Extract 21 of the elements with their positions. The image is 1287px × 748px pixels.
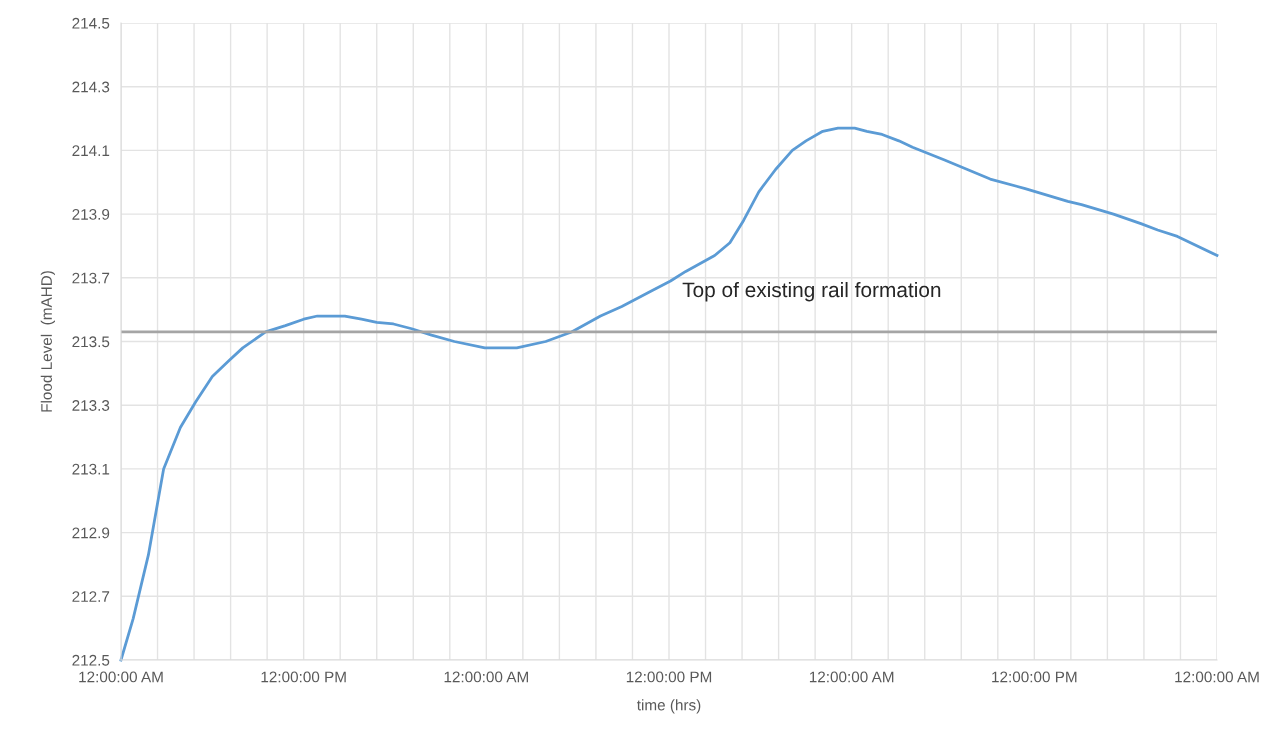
x-tick-label: 12:00:00 AM bbox=[1175, 671, 1259, 683]
y-tick-label: 214.1 bbox=[72, 145, 110, 156]
x-tick-label: 12:00:00 PM bbox=[992, 671, 1077, 683]
x-tick-label: 12:00:00 AM bbox=[444, 671, 528, 683]
y-tick-label: 214.5 bbox=[72, 17, 110, 29]
x-tick-label: 12:00:00 AM bbox=[79, 671, 163, 683]
y-tick-label: 212.5 bbox=[72, 654, 110, 666]
y-tick-label: 213.9 bbox=[72, 208, 110, 220]
y-tick-label: 214.3 bbox=[72, 81, 110, 93]
x-tick-label: 12:00:00 PM bbox=[261, 671, 346, 683]
x-tick-label: 12:00:00 PM bbox=[626, 671, 712, 683]
y-tick-label: 212.7 bbox=[72, 591, 110, 602]
ref-line-label: Top of existing rail formation bbox=[682, 281, 941, 302]
y-tick-label: 213.3 bbox=[72, 400, 110, 411]
y-axis-title: Flood Level (mAHD) bbox=[40, 271, 55, 412]
x-axis-title: time (hrs) bbox=[636, 699, 701, 714]
y-tick-label: 213.7 bbox=[72, 272, 110, 284]
y-tick-label: 212.9 bbox=[72, 527, 110, 539]
y-tick-label: 213.5 bbox=[72, 336, 110, 348]
y-tick-label: 213.1 bbox=[72, 463, 110, 475]
x-tick-label: 12:00:00 AM bbox=[809, 671, 894, 683]
